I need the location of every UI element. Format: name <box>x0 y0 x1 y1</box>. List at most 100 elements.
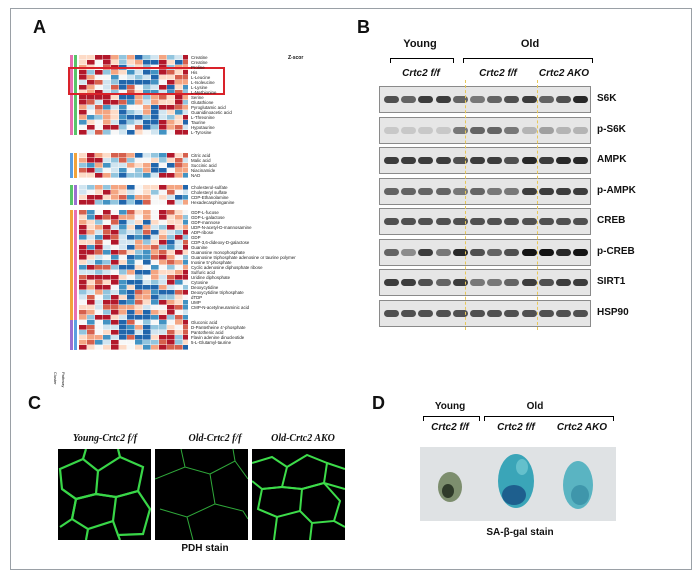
heatmap-cell <box>111 235 119 240</box>
heatmap-cell <box>151 85 159 90</box>
heatmap-cell <box>95 330 103 335</box>
heatmap-cell <box>183 245 188 250</box>
heatmap-cell <box>167 195 175 200</box>
blot-band <box>573 126 589 134</box>
heatmap-cell <box>111 85 119 90</box>
heatmap-cell <box>167 55 175 60</box>
blot-band <box>487 279 503 286</box>
heatmap-cell <box>119 210 127 215</box>
blot-band <box>470 218 485 225</box>
heatmap-cell <box>95 230 103 235</box>
heatmap-cell <box>159 163 167 168</box>
heatmap-cell <box>159 120 167 125</box>
heatmap-cell <box>111 300 119 305</box>
heatmap-cell <box>79 245 87 250</box>
heatmap-cell <box>159 210 167 215</box>
heatmap-cell <box>87 275 95 280</box>
heatmap-cell <box>167 100 175 105</box>
heatmap-cell <box>159 325 167 330</box>
blot-band <box>435 309 451 317</box>
metabolite-label: L-Tyrosine <box>191 130 212 135</box>
heatmap-cell <box>111 270 119 275</box>
heatmap-cell <box>143 320 151 325</box>
heatmap-cell <box>151 310 159 315</box>
blot-band <box>435 157 451 164</box>
d-bracket-old <box>484 416 614 421</box>
heatmap-cell <box>143 240 151 245</box>
heatmap-cell <box>143 70 151 75</box>
cluster-bar <box>70 153 73 178</box>
blot-band <box>470 309 485 317</box>
heatmap-cell <box>111 95 119 100</box>
heatmap-cell <box>103 240 111 245</box>
heatmap-cell <box>159 90 167 95</box>
heatmap-cell <box>151 70 159 75</box>
heatmap-cell <box>135 220 143 225</box>
heatmap-cell <box>87 250 95 255</box>
heatmap-cell <box>135 55 143 60</box>
heatmap-cell <box>87 168 95 173</box>
heatmap-cell <box>79 215 87 220</box>
blot-band <box>418 187 434 195</box>
micrograph-old-ff <box>155 449 248 540</box>
group-young-label: Young <box>403 38 437 50</box>
heatmap-cell <box>127 75 135 80</box>
heatmap-cell <box>87 330 95 335</box>
heatmap-cell <box>183 280 188 285</box>
heatmap-cell <box>183 125 188 130</box>
heatmap-cell <box>87 80 95 85</box>
heatmap-cell <box>119 185 127 190</box>
heatmap-cell <box>159 158 167 163</box>
heatmap-cell <box>95 70 103 75</box>
heatmap-cell <box>175 270 183 275</box>
heatmap-cell <box>151 250 159 255</box>
heatmap-cell <box>183 190 188 195</box>
blot-band <box>487 248 503 256</box>
heatmap-cell <box>111 320 119 325</box>
heatmap-cell <box>87 290 95 295</box>
heatmap-cell <box>95 85 103 90</box>
heatmap-cell <box>127 305 135 310</box>
metabolite-label: NAD <box>191 173 201 178</box>
heatmap-cell <box>135 330 143 335</box>
heatmap-cell <box>79 190 87 195</box>
heatmap-cell <box>79 250 87 255</box>
heatmap-cell <box>87 230 95 235</box>
heatmap-cell <box>87 75 95 80</box>
metabolite-label: Flavin adenine dinucleotide <box>191 335 245 340</box>
heatmap-cell <box>103 235 111 240</box>
heatmap-cell <box>87 325 95 330</box>
heatmap-cell <box>175 55 183 60</box>
heatmap-cell <box>183 305 188 310</box>
protein-label: AMPK <box>597 154 627 165</box>
blot-band <box>538 309 554 317</box>
heatmap-cell <box>119 95 127 100</box>
heatmap-cell <box>119 90 127 95</box>
heatmap-cell <box>143 310 151 315</box>
heatmap-cell <box>135 110 143 115</box>
heatmap-cell <box>151 125 159 130</box>
heatmap-cell <box>79 90 87 95</box>
blot-band <box>435 96 451 103</box>
heatmap-cell <box>143 60 151 65</box>
heatmap-cell <box>143 340 151 345</box>
heatmap-cell <box>143 330 151 335</box>
heatmap-cell <box>95 125 103 130</box>
heatmap-cell <box>167 115 175 120</box>
heatmap-cell <box>119 315 127 320</box>
heatmap-cell <box>143 225 151 230</box>
heatmap-cell <box>111 230 119 235</box>
metabolite-label: Succinic acid <box>191 163 217 168</box>
heatmap-cell <box>159 295 167 300</box>
metabolite-label: Pyroglutamic acid <box>191 105 226 110</box>
heatmap-cell <box>95 275 103 280</box>
heatmap-cell <box>103 330 111 335</box>
heatmap-cell <box>143 215 151 220</box>
panel-label-b: B <box>357 17 370 37</box>
heatmap-cell <box>175 215 183 220</box>
heatmap-cell <box>95 325 103 330</box>
blot-band <box>573 248 589 256</box>
heatmap-cell <box>87 105 95 110</box>
cluster-bar <box>70 185 73 205</box>
heatmap-cell <box>95 225 103 230</box>
